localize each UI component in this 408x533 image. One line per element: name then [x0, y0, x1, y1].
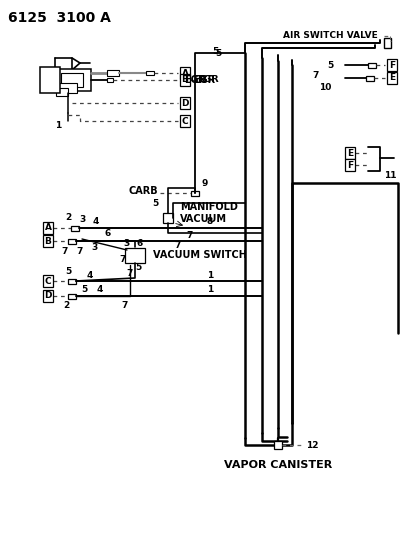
Text: 5: 5 — [327, 61, 333, 69]
Text: 5: 5 — [212, 47, 218, 56]
Text: 5: 5 — [135, 262, 141, 271]
Bar — [125, 247, 145, 262]
Text: 11: 11 — [384, 171, 396, 180]
Text: 5: 5 — [65, 266, 71, 276]
Text: 5: 5 — [152, 198, 158, 207]
Text: 4: 4 — [93, 217, 99, 227]
Text: 10: 10 — [319, 84, 331, 93]
Text: 5: 5 — [81, 286, 87, 295]
Bar — [368, 62, 376, 68]
Text: 7: 7 — [122, 302, 128, 311]
Text: VACUUM SWITCH: VACUUM SWITCH — [153, 250, 247, 260]
Bar — [40, 67, 60, 93]
Text: 7: 7 — [127, 269, 133, 278]
Text: 6125  3100 A: 6125 3100 A — [8, 11, 111, 25]
Text: 3: 3 — [79, 215, 85, 224]
Bar — [68, 294, 76, 298]
Bar — [366, 76, 374, 80]
Bar — [146, 71, 154, 75]
Text: 4: 4 — [87, 271, 93, 279]
Text: 3: 3 — [124, 238, 130, 247]
Text: D: D — [181, 99, 189, 108]
Bar — [68, 238, 76, 244]
Bar — [59, 83, 77, 93]
Text: D: D — [44, 292, 52, 301]
Text: EGR: EGR — [197, 76, 219, 85]
Text: CARB: CARB — [129, 186, 158, 196]
Text: VAPOR CANISTER: VAPOR CANISTER — [224, 460, 332, 470]
Text: 7: 7 — [187, 231, 193, 240]
Text: F: F — [389, 61, 395, 69]
Text: F: F — [347, 160, 353, 169]
Bar — [71, 225, 79, 230]
Bar — [107, 78, 113, 82]
Bar — [384, 38, 390, 48]
Text: 7: 7 — [313, 70, 319, 79]
Text: 7: 7 — [120, 255, 126, 264]
Text: E: E — [347, 149, 353, 157]
Bar — [68, 279, 76, 284]
Text: 7: 7 — [175, 241, 181, 251]
Text: 1: 1 — [55, 120, 61, 130]
Text: 6: 6 — [137, 238, 143, 247]
Bar — [61, 73, 83, 87]
Text: 1: 1 — [207, 286, 213, 295]
Text: A: A — [44, 223, 51, 232]
Text: 5: 5 — [215, 49, 221, 58]
Bar — [163, 213, 173, 223]
Bar — [107, 70, 119, 76]
Text: E: E — [389, 74, 395, 83]
Text: 7: 7 — [62, 246, 68, 255]
Text: 4: 4 — [97, 286, 103, 295]
Text: MANIFOLD
VACUUM: MANIFOLD VACUUM — [180, 202, 238, 224]
Bar — [53, 69, 91, 91]
Text: 9: 9 — [202, 179, 208, 188]
Text: AIR SWITCH VALVE: AIR SWITCH VALVE — [283, 31, 378, 41]
Text: 8: 8 — [207, 217, 213, 227]
Text: EGR: EGR — [193, 75, 215, 85]
Text: 1: 1 — [207, 271, 213, 279]
Text: C: C — [182, 117, 188, 125]
Text: 6: 6 — [105, 229, 111, 238]
Text: 12: 12 — [306, 440, 319, 449]
Bar — [274, 441, 282, 449]
Text: B: B — [182, 76, 188, 85]
Text: C: C — [45, 277, 51, 286]
Text: 7: 7 — [77, 246, 83, 255]
Bar — [191, 190, 199, 196]
Text: 2: 2 — [63, 302, 69, 311]
Text: B: B — [44, 237, 51, 246]
Text: 3: 3 — [92, 243, 98, 252]
Text: EGR: EGR — [184, 75, 206, 85]
Bar — [56, 88, 68, 96]
Text: A: A — [182, 69, 188, 77]
Text: 2: 2 — [65, 214, 71, 222]
